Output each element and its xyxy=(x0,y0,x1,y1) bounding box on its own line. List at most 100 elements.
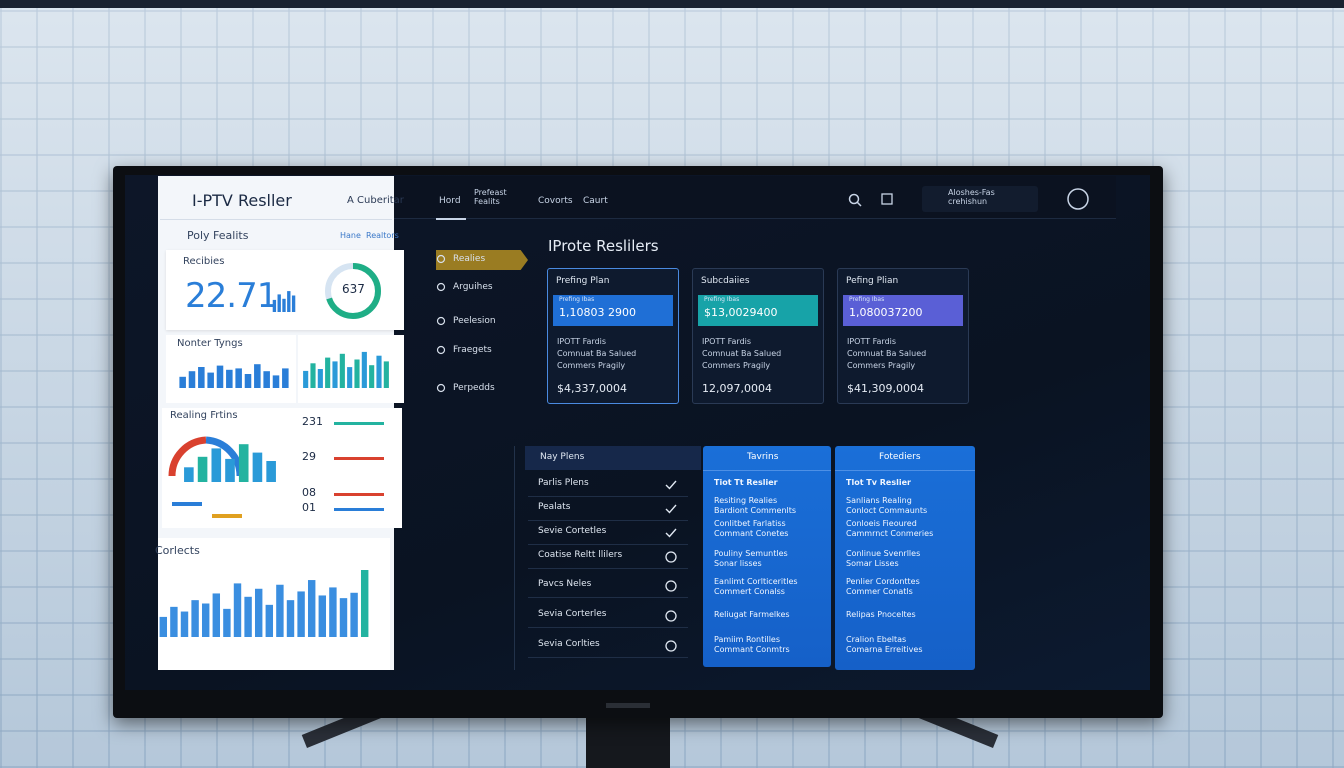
app-title: I-PTV Resller xyxy=(192,191,292,210)
price-bar xyxy=(698,295,818,326)
bar xyxy=(197,456,208,482)
bar xyxy=(360,570,369,637)
bar xyxy=(297,591,305,637)
column-divider xyxy=(835,470,975,471)
mini-chart xyxy=(665,610,677,622)
legend xyxy=(172,502,202,506)
bar xyxy=(282,298,286,312)
mini-chart xyxy=(436,345,446,355)
row-divider xyxy=(528,597,688,598)
bar xyxy=(272,375,280,388)
bar xyxy=(159,616,168,637)
mini-chart xyxy=(665,551,677,563)
bar xyxy=(188,371,196,388)
column-header: Fotediers xyxy=(879,452,921,462)
bar xyxy=(216,365,224,388)
bar xyxy=(212,593,221,637)
price-bar xyxy=(553,295,673,326)
card-tag: Prefing Ibas xyxy=(849,296,885,303)
card-label: Recibies xyxy=(183,256,225,267)
bar xyxy=(339,353,345,388)
table-row: Pealats xyxy=(538,502,571,512)
plan-card xyxy=(692,268,824,404)
card-line: Commers Pragily xyxy=(847,361,916,370)
stat-value: 08 xyxy=(302,486,316,499)
column-item: Tlot Tv Reslier xyxy=(846,478,911,487)
bar xyxy=(277,294,281,312)
table-header-text: Nay Plens xyxy=(540,452,585,462)
bar xyxy=(303,370,309,388)
bar xyxy=(287,291,291,312)
bar xyxy=(254,364,261,388)
mini-chart xyxy=(303,351,389,388)
card-line: Commers Pragily xyxy=(702,361,771,370)
card-price: $13,0029400 xyxy=(704,306,778,319)
progress-line xyxy=(334,508,384,511)
bag-icon xyxy=(881,193,893,205)
sidebar-item[interactable]: Fraegets xyxy=(453,345,492,355)
card-total: $4,337,0004 xyxy=(557,382,627,395)
progress-line xyxy=(334,493,384,496)
stat-value: 01 xyxy=(302,501,316,514)
nav-item[interactable]: Caurt xyxy=(583,196,608,206)
column-item: Sanlians Realing Conloct Commaunts xyxy=(846,496,928,515)
card-label: Nonter Tyngs xyxy=(177,338,243,349)
mini-chart xyxy=(436,383,446,393)
nav-item[interactable]: Covorts xyxy=(538,196,573,206)
bar xyxy=(339,598,348,637)
card-line: Comnuat Ba Salued xyxy=(702,349,782,358)
card-line: Comnuat Ba Salued xyxy=(847,349,927,358)
bar xyxy=(383,361,389,388)
price-bar xyxy=(843,295,963,326)
progress-line xyxy=(334,422,384,425)
bar xyxy=(376,355,382,388)
plan-column xyxy=(703,446,831,667)
bar xyxy=(235,368,242,388)
bar xyxy=(244,596,252,637)
mini-chart xyxy=(325,263,381,319)
bar xyxy=(265,604,274,637)
sidebar-item[interactable]: Arguihes xyxy=(453,282,493,292)
link: Realtors xyxy=(366,231,399,240)
mini-chart xyxy=(436,254,446,264)
bar xyxy=(272,299,277,312)
bar xyxy=(350,592,358,637)
bar xyxy=(252,452,263,482)
column-item: Eanlimt Corlticeritles Commert Conalss xyxy=(714,577,798,596)
progress-line xyxy=(334,457,384,460)
nav-item[interactable]: Prefeast Fealits xyxy=(474,188,507,206)
sidebar-item[interactable]: Perpedds xyxy=(453,383,495,393)
card-total: $41,309,0004 xyxy=(847,382,924,395)
bar xyxy=(282,368,289,388)
row-divider xyxy=(528,544,688,545)
bar xyxy=(291,295,296,312)
avatar xyxy=(1067,188,1089,210)
nav-item[interactable]: Hord xyxy=(439,196,461,206)
bar xyxy=(207,372,214,388)
plan-column xyxy=(835,446,975,670)
card-tag: Prefing Ibas xyxy=(559,296,595,303)
bar xyxy=(369,365,375,388)
check-icon xyxy=(665,504,677,514)
bar xyxy=(180,611,189,637)
sidebar-item[interactable]: Peelesion xyxy=(453,316,496,326)
card-line: Comnuat Ba Salued xyxy=(557,349,637,358)
plan-card xyxy=(547,268,679,404)
bar xyxy=(238,444,249,482)
gauge-arc xyxy=(168,436,207,477)
nav-icon xyxy=(436,383,446,393)
status-icon xyxy=(665,640,677,652)
column-item: Pouliny Semuntles Sonar lisses xyxy=(714,549,788,568)
table-row: Sevie Cortetles xyxy=(538,526,607,536)
card-total: 12,097,0004 xyxy=(702,382,772,395)
row-divider xyxy=(528,568,688,569)
card-title: Prefing Plan xyxy=(556,276,610,286)
bar xyxy=(198,367,205,388)
bar xyxy=(184,467,194,482)
bar xyxy=(263,371,270,388)
account-menu: A Cuberitar xyxy=(347,195,404,206)
sidebar-item[interactable]: Realies xyxy=(453,254,486,264)
bar xyxy=(170,606,178,637)
divider xyxy=(160,219,392,220)
